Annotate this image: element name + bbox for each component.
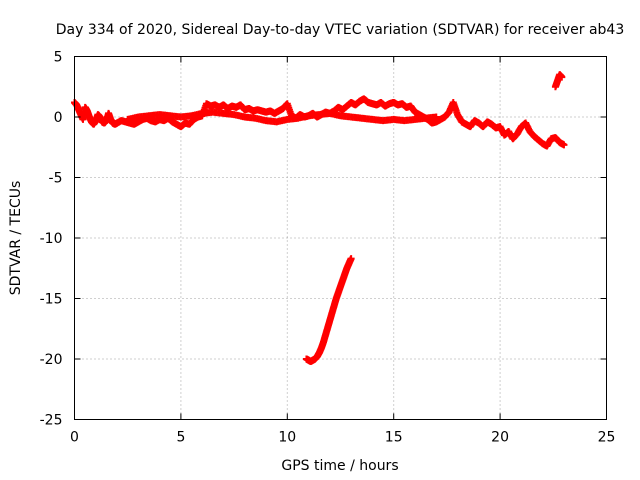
x-tick-label: 15 [385, 430, 403, 446]
y-tick-label: 0 [54, 110, 63, 126]
x-tick-label: 25 [598, 430, 616, 446]
y-tick-label: -5 [49, 171, 63, 187]
y-tick-label: -25 [40, 413, 63, 429]
isolated-cluster-point [558, 73, 566, 81]
y-tick-label: -15 [40, 292, 63, 308]
y-axis-label: SDTVAR / TECUs [8, 181, 24, 296]
chart-title: Day 334 of 2020, Sidereal Day-to-day VTE… [56, 22, 625, 38]
x-tick-label: 20 [491, 430, 509, 446]
axes-layer: 0 5 10 15 20 25 5 0 -5 -10 -15 -20 -25 [40, 50, 616, 446]
main-band-point [560, 141, 568, 149]
data-points [71, 71, 568, 365]
x-tick-label: 10 [278, 430, 296, 446]
plot-frame [74, 56, 607, 420]
y-tick-label: 5 [54, 50, 63, 66]
y-tick-label: -20 [40, 352, 63, 368]
lower-branch-point [432, 113, 440, 121]
descending-segment-point [347, 255, 355, 263]
x-axis-label: GPS time / hours [281, 458, 398, 474]
x-tick-label: 5 [176, 430, 185, 446]
y-tick-label: -10 [40, 231, 63, 247]
x-tick-label: 0 [70, 430, 79, 446]
